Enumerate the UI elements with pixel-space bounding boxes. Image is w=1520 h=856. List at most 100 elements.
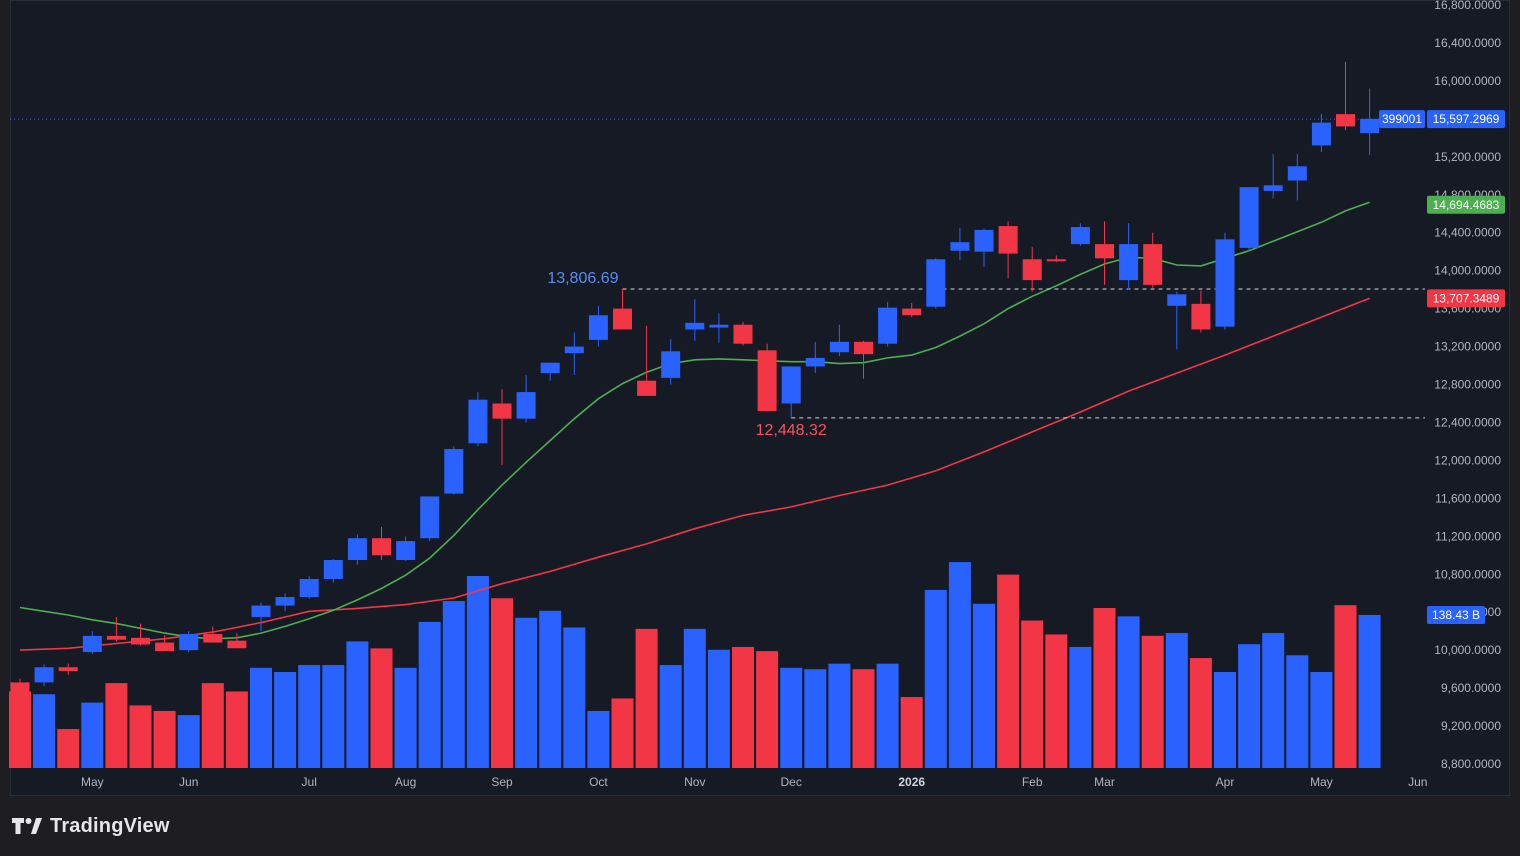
candle[interactable] — [1191, 290, 1211, 333]
candle[interactable] — [275, 593, 295, 612]
candle[interactable] — [1167, 291, 1187, 350]
candle-body — [829, 341, 849, 353]
volume-bar — [370, 648, 393, 768]
candle[interactable] — [1360, 88, 1380, 155]
candle[interactable] — [974, 228, 994, 267]
candle[interactable] — [372, 526, 391, 561]
candle[interactable] — [637, 325, 657, 396]
volume-tag-box — [1427, 605, 1485, 624]
candle[interactable] — [1070, 223, 1090, 246]
candle[interactable] — [468, 392, 488, 447]
candle[interactable] — [516, 375, 536, 423]
candle[interactable] — [251, 602, 271, 632]
candle[interactable] — [299, 576, 319, 599]
candle[interactable] — [82, 631, 102, 654]
candle[interactable] — [564, 332, 584, 376]
candle[interactable] — [1215, 232, 1235, 330]
time-axis-tick-label: Jun — [1408, 775, 1427, 789]
price-axis[interactable]: 16,800.0000 16,400.0000 16,000.0000 15,200.… — [1434, 0, 1501, 771]
candle[interactable] — [757, 343, 777, 412]
candle[interactable] — [1022, 246, 1042, 292]
candle[interactable] — [323, 559, 343, 583]
candle[interactable] — [1143, 232, 1163, 288]
volume-bar — [177, 715, 200, 768]
candle-body — [227, 640, 247, 649]
candle[interactable] — [347, 534, 367, 565]
volume-bar — [973, 603, 995, 768]
candle[interactable] — [155, 634, 175, 652]
candle[interactable] — [588, 305, 608, 347]
candle-body — [1167, 294, 1187, 306]
candle[interactable] — [998, 221, 1018, 279]
candle[interactable] — [1287, 153, 1307, 201]
candle-body — [299, 578, 319, 598]
candle[interactable] — [34, 664, 54, 687]
candle-body — [1215, 239, 1235, 327]
candle[interactable] — [1239, 187, 1259, 252]
candle[interactable] — [1311, 114, 1331, 153]
tradingview-brand[interactable]: TradingView — [12, 812, 170, 840]
candle[interactable] — [685, 299, 705, 341]
candle[interactable] — [805, 341, 825, 374]
candle-body — [1095, 244, 1114, 259]
volume-bar — [1214, 672, 1236, 768]
last-price-tag-text: 15,597.2969 — [1433, 112, 1500, 126]
candle-body — [805, 357, 825, 367]
volume-bar — [1334, 605, 1357, 768]
candle[interactable] — [926, 258, 946, 309]
candle[interactable] — [444, 446, 464, 495]
candle[interactable] — [1046, 255, 1066, 263]
candle-body — [251, 605, 271, 617]
candle[interactable] — [709, 313, 729, 343]
time-axis-tick-label: Aug — [395, 775, 416, 789]
candle[interactable] — [492, 389, 512, 466]
candle[interactable] — [179, 631, 199, 653]
candle[interactable] — [1119, 223, 1139, 290]
volume-bar — [611, 698, 634, 768]
time-axis-tick-label: Jul — [302, 775, 317, 789]
candle[interactable] — [781, 366, 801, 418]
candle-body — [709, 324, 729, 328]
candle-body — [1360, 118, 1380, 134]
candle[interactable] — [661, 338, 681, 385]
volume-bar — [1117, 616, 1140, 768]
ma-short-tag: 14,694.4683 — [1427, 195, 1505, 214]
price-chart[interactable]: 13,806.69 12,448.32 16,800.0000 16,400.000… — [0, 0, 1520, 796]
volume-bar — [274, 672, 297, 768]
candle[interactable] — [396, 536, 416, 561]
volume-bar — [852, 669, 875, 768]
candle[interactable] — [58, 663, 78, 675]
ma-long-tag-text: 13,707.3489 — [1433, 291, 1500, 305]
footer — [0, 796, 1520, 856]
candle[interactable] — [733, 321, 753, 346]
candle[interactable] — [950, 227, 970, 261]
time-axis[interactable]: May Jun Jul Aug Sep Oct Nov Dec 2026 Feb Mar Apr May… — [81, 775, 1428, 789]
volume-bar — [105, 683, 128, 768]
candle-body — [613, 308, 632, 330]
price-axis-tick-label: 10,000.0000 — [1434, 643, 1501, 657]
candle[interactable] — [1336, 61, 1355, 131]
candle[interactable] — [1263, 153, 1283, 199]
candle[interactable] — [203, 626, 223, 643]
candle[interactable] — [227, 633, 247, 649]
candle[interactable] — [420, 496, 440, 542]
candle[interactable] — [878, 301, 898, 347]
volume-bar — [659, 665, 682, 768]
volume-bar — [683, 628, 706, 768]
candle[interactable] — [131, 623, 150, 646]
volume-bar — [707, 649, 730, 768]
candle-body — [1143, 244, 1163, 285]
candle[interactable] — [854, 340, 873, 379]
candle[interactable] — [829, 324, 849, 357]
candle-body — [564, 346, 584, 354]
candle-body — [420, 496, 440, 539]
candle[interactable] — [106, 616, 126, 642]
candle[interactable] — [613, 288, 632, 330]
volume-bar — [587, 710, 610, 768]
candle[interactable] — [902, 302, 922, 318]
candle[interactable] — [10, 678, 30, 698]
candle[interactable] — [540, 362, 560, 381]
price-axis-tick-label: 14,000.0000 — [1434, 264, 1501, 278]
volume-bar — [804, 669, 827, 768]
candle[interactable] — [1095, 221, 1114, 285]
